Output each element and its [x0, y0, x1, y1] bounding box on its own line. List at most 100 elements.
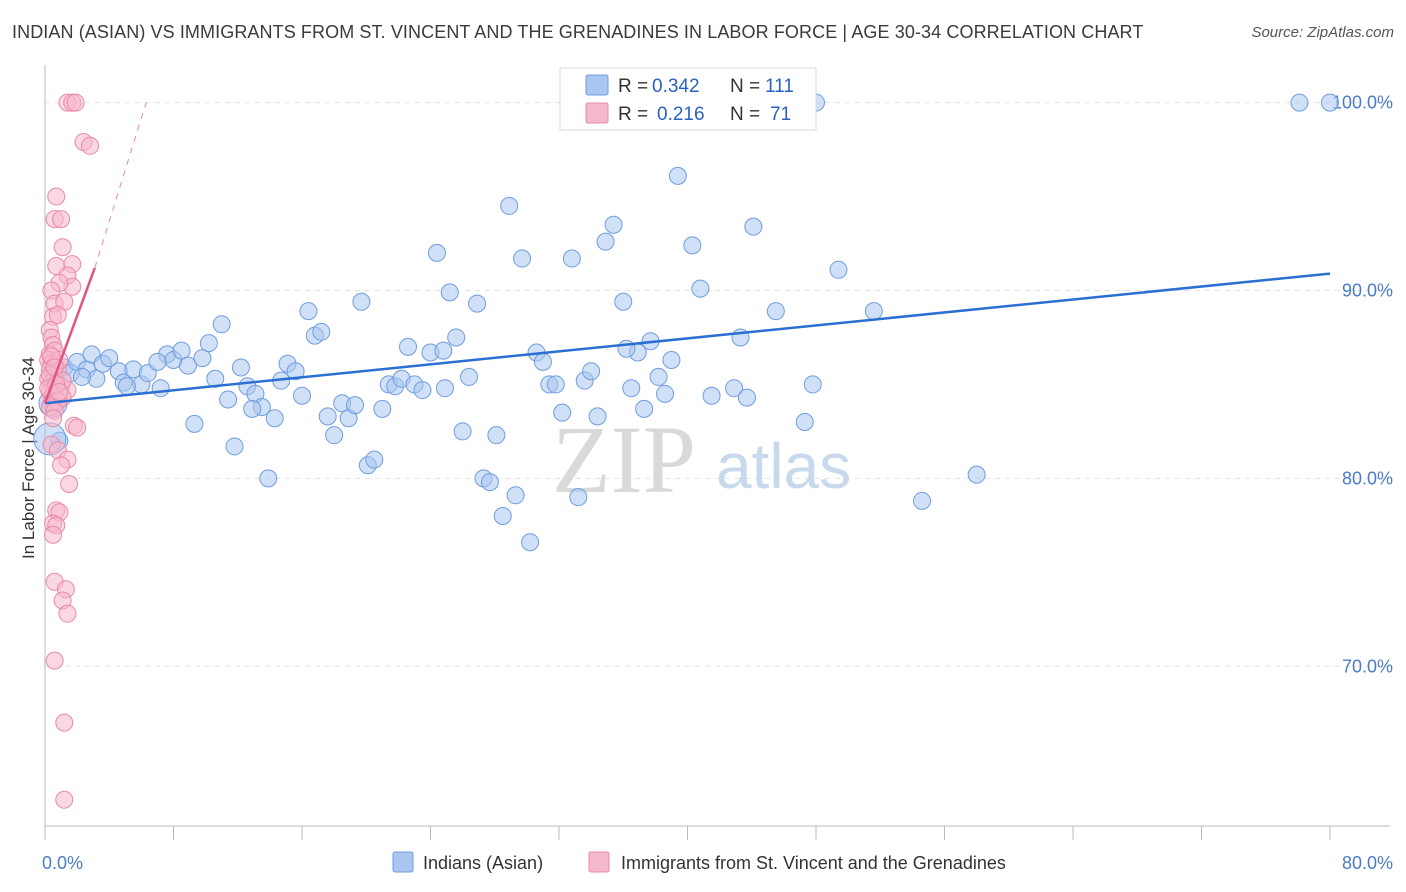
series-st-vincent: [39, 93, 99, 809]
point-indians-113: [435, 379, 454, 398]
legend-swatch-indians: [585, 74, 609, 96]
legend-r-value-2: 0.216: [657, 104, 705, 125]
point-indians-86: [649, 367, 668, 386]
x-tick-label-1: 80.0%: [1342, 853, 1393, 873]
point-indians-73: [553, 403, 572, 422]
point-st-vincent-69: [50, 382, 69, 401]
point-indians-62: [480, 473, 499, 492]
legend-n-value-1: 111: [765, 76, 794, 97]
point-indians-39: [325, 426, 344, 445]
legend-n-label-2: N =: [730, 104, 760, 125]
y-tick-label-1: 80.0%: [1342, 468, 1393, 488]
bottom-legend-swatch-st-vincent: [588, 851, 610, 873]
trend-line-1: [43, 267, 96, 404]
point-st-vincent-61: [55, 790, 74, 809]
legend-r-label-2: R =: [618, 104, 648, 125]
point-st-vincent-2: [66, 93, 85, 112]
point-st-vincent-18: [48, 305, 67, 324]
point-st-vincent-60: [55, 713, 74, 732]
point-indians-103: [967, 465, 986, 484]
point-st-vincent-59: [45, 651, 64, 670]
source-credit: Source: ZipAtlas.com: [1251, 24, 1394, 41]
point-indians-22: [212, 315, 231, 334]
point-indians-99: [803, 375, 822, 394]
point-indians-54: [427, 243, 446, 262]
point-st-vincent-7: [52, 210, 71, 229]
point-indians-7: [100, 349, 119, 368]
point-st-vincent-5: [47, 187, 66, 206]
bottom-legend-label-st-vincent: Immigrants from St. Vincent and the Gren…: [621, 853, 1006, 873]
x-tick-labels: 0.0% 80.0%: [42, 853, 1393, 873]
point-indians-50: [399, 337, 418, 356]
point-indians-25: [231, 358, 250, 377]
point-indians-89: [668, 166, 687, 185]
point-st-vincent-49: [60, 475, 79, 494]
watermark: ZIP atlas: [552, 406, 851, 513]
point-indians-58: [453, 422, 472, 441]
point-indians-33: [286, 362, 305, 381]
point-indians-100: [829, 260, 848, 279]
point-indians-98: [795, 413, 814, 432]
point-indians-57: [447, 328, 466, 347]
point-indians-75: [569, 488, 588, 507]
point-indians-63: [487, 426, 506, 445]
y-axis-label: In Labor Force | Age 30-34: [19, 357, 38, 559]
watermark-atlas: atlas: [716, 430, 851, 502]
point-indians-112: [243, 399, 262, 418]
point-indians-72: [546, 375, 565, 394]
point-indians-92: [702, 386, 721, 405]
point-indians-107: [117, 377, 136, 396]
point-indians-88: [662, 351, 681, 370]
point-st-vincent-66: [44, 409, 63, 428]
point-indians-65: [500, 196, 519, 215]
point-indians-96: [744, 217, 763, 236]
y-tick-label-2: 90.0%: [1342, 280, 1393, 300]
point-st-vincent-48: [52, 456, 71, 475]
point-indians-102: [913, 491, 932, 510]
point-indians-66: [506, 486, 525, 505]
point-indians-23: [219, 390, 238, 409]
point-indians-13: [151, 379, 170, 398]
bottom-legend-label-indians: Indians (Asian): [423, 853, 543, 873]
point-indians-90: [683, 236, 702, 255]
legend-n-value-2: 71: [770, 104, 791, 125]
legend-r-label-1: R =: [618, 76, 648, 97]
point-indians-74: [562, 249, 581, 268]
point-st-vincent-4: [80, 136, 99, 155]
point-indians-17: [178, 356, 197, 375]
bottom-legend: Indians (Asian) Immigrants from St. Vinc…: [392, 851, 1006, 873]
trend-line-0: [44, 272, 1331, 405]
chart-title: INDIAN (ASIAN) VS IMMIGRANTS FROM ST. VI…: [12, 22, 1144, 42]
point-indians-16: [172, 341, 191, 360]
point-indians-111: [1321, 93, 1339, 112]
point-indians-55: [434, 341, 453, 360]
point-indians-95: [737, 388, 756, 407]
legend-r-value-1: 0.342: [652, 76, 700, 97]
point-indians-80: [604, 215, 623, 234]
trend-line-extension-1: [94, 102, 147, 269]
point-indians-35: [299, 302, 318, 321]
point-indians-34: [293, 386, 311, 405]
point-indians-45: [365, 450, 384, 469]
y-tick-label-3: 100.0%: [1332, 93, 1393, 113]
bottom-legend-swatch-indians: [392, 851, 414, 873]
series-indians-asian: [33, 93, 1339, 552]
point-indians-38: [318, 407, 337, 426]
point-indians-64: [493, 506, 512, 525]
trend-lines: [43, 102, 1331, 405]
point-indians-93: [725, 379, 744, 398]
point-indians-84: [635, 399, 654, 418]
x-tick-label-0: 0.0%: [42, 853, 83, 873]
point-indians-37: [312, 322, 331, 341]
point-indians-81: [614, 292, 633, 311]
legend-n-label-1: N =: [730, 76, 760, 97]
point-indians-56: [440, 283, 459, 302]
point-indians-70: [533, 352, 552, 371]
legend-box: R = 0.342 N = 111 R = 0.216 N = 71: [559, 67, 817, 131]
point-indians-42: [346, 396, 365, 415]
point-st-vincent-58: [58, 604, 77, 623]
point-indians-108: [148, 352, 167, 371]
legend-swatch-st-vincent: [585, 102, 609, 124]
y-tick-label-0: 70.0%: [1342, 656, 1393, 676]
